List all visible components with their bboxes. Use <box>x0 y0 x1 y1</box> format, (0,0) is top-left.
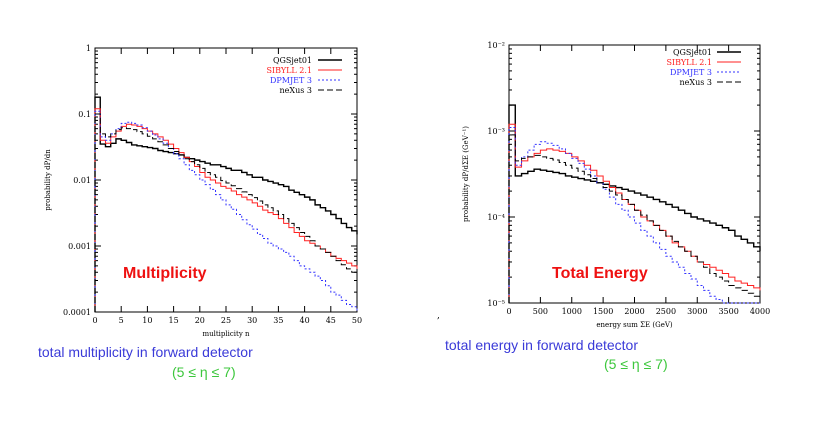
y-axis-label: probability dP/dn <box>44 149 52 211</box>
y-tick-label: 0.0001 <box>63 308 91 317</box>
y-tick-label: 10⁻² <box>487 41 505 50</box>
series-line-dpmjet-3 <box>508 126 760 304</box>
legend-label: DPMJET 3 <box>270 76 312 85</box>
series-line-sibyll-2-1 <box>94 108 358 312</box>
y-axis-label: probability dP/dΣE (GeV⁻¹) <box>462 126 470 222</box>
x-tick-label: 0 <box>506 307 511 316</box>
x-tick-label: 2500 <box>656 307 676 316</box>
x-tick-label: 25 <box>221 316 231 325</box>
x-tick-label: 2000 <box>624 307 644 316</box>
series-line-qgsjet01 <box>94 96 358 312</box>
caption-left-line2: (5 ≤ η ≤ 7) <box>172 364 236 380</box>
series-line-qgsjet01 <box>508 104 761 303</box>
x-tick-label: 3000 <box>687 307 707 316</box>
legend-label: neXus 3 <box>280 86 312 95</box>
legend-label: QGSjet01 <box>273 56 312 65</box>
x-tick-label: 20 <box>195 316 205 325</box>
x-tick-label: 10 <box>142 316 152 325</box>
caption-left-line1: total multiplicity in forward detector <box>38 344 253 360</box>
y-tick-label: 10⁻⁵ <box>487 299 505 308</box>
series-line-sibyll-2-1 <box>508 123 761 303</box>
legend-label: neXus 3 <box>680 78 712 87</box>
x-tick-label: 3500 <box>718 307 738 316</box>
x-tick-label: 45 <box>326 316 336 325</box>
series-line-nexus-3 <box>508 134 761 303</box>
legend-label: SIBYLL 2.1 <box>266 66 312 75</box>
x-tick-label: 5 <box>119 316 124 325</box>
legend-label: DPMJET 3 <box>670 68 712 77</box>
x-tick-label: 4000 <box>750 307 770 316</box>
chart-annotation: Total Energy <box>552 265 648 282</box>
legend-label: QGSjet01 <box>673 48 712 57</box>
y-tick-label: 1 <box>86 44 91 53</box>
x-axis-label: multiplicity n <box>202 330 250 338</box>
x-tick-label: 0 <box>92 316 97 325</box>
x-tick-label: 35 <box>273 316 283 325</box>
y-tick-label: 10⁻⁴ <box>487 213 505 222</box>
x-axis-label: energy sum ΣE (GeV) <box>596 321 673 329</box>
x-tick-label: 1500 <box>593 307 613 316</box>
series-line-nexus-3 <box>94 113 358 312</box>
y-tick-label: 10⁻³ <box>487 127 505 136</box>
y-tick-label: 0.1 <box>78 110 91 119</box>
y-tick-label: 0.01 <box>73 176 91 185</box>
y-tick-label: 0.001 <box>68 242 91 251</box>
x-tick-label: 50 <box>352 316 362 325</box>
total-energy-chart: 10⁻⁵ 10⁻⁴ 10⁻³ 10⁻² 0 500 1000 1500 2000 2500 3000… <box>462 41 770 329</box>
stray-tick-mark: , <box>437 311 440 321</box>
x-tick-label: 30 <box>247 316 257 325</box>
x-tick-label: 1000 <box>562 307 582 316</box>
series-line-dpmjet-3 <box>94 110 358 312</box>
x-tick-label: 500 <box>533 307 548 316</box>
x-tick-label: 15 <box>169 316 179 325</box>
x-tick-label: 40 <box>300 316 310 325</box>
chart-annotation: Multiplicity <box>123 265 207 282</box>
legend-label: SIBYLL 2.1 <box>666 58 712 67</box>
caption-right-line2: (5 ≤ η ≤ 7) <box>604 356 668 372</box>
caption-right-line1: total energy in forward detector <box>445 337 638 353</box>
